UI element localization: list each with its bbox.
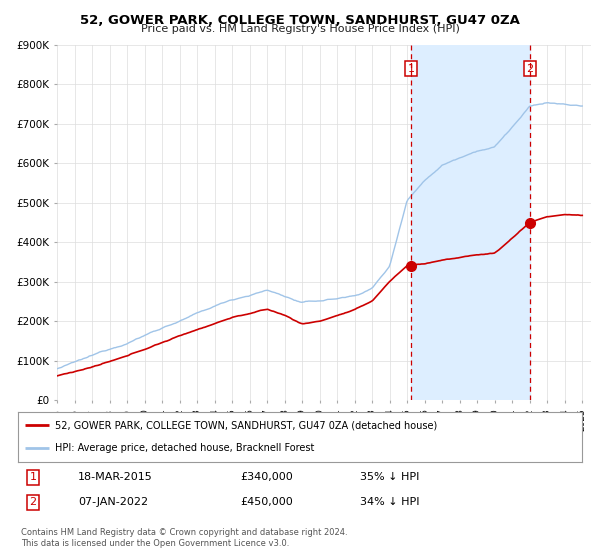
Text: 2: 2 (527, 63, 533, 73)
Text: 07-JAN-2022: 07-JAN-2022 (78, 497, 148, 507)
Bar (411, 45, 530, 400)
Text: 18-MAR-2015: 18-MAR-2015 (78, 472, 153, 482)
Text: 1: 1 (407, 63, 415, 73)
Text: Contains HM Land Registry data © Crown copyright and database right 2024.
This d: Contains HM Land Registry data © Crown c… (21, 528, 347, 548)
Text: 2: 2 (29, 497, 37, 507)
Text: £340,000: £340,000 (240, 472, 293, 482)
Text: 34% ↓ HPI: 34% ↓ HPI (360, 497, 419, 507)
Text: HPI: Average price, detached house, Bracknell Forest: HPI: Average price, detached house, Brac… (55, 444, 314, 454)
Text: £450,000: £450,000 (240, 497, 293, 507)
Text: 35% ↓ HPI: 35% ↓ HPI (360, 472, 419, 482)
Text: 52, GOWER PARK, COLLEGE TOWN, SANDHURST, GU47 0ZA (detached house): 52, GOWER PARK, COLLEGE TOWN, SANDHURST,… (55, 420, 437, 430)
Text: 52, GOWER PARK, COLLEGE TOWN, SANDHURST, GU47 0ZA: 52, GOWER PARK, COLLEGE TOWN, SANDHURST,… (80, 14, 520, 27)
Text: 1: 1 (29, 472, 37, 482)
Text: Price paid vs. HM Land Registry's House Price Index (HPI): Price paid vs. HM Land Registry's House … (140, 24, 460, 34)
